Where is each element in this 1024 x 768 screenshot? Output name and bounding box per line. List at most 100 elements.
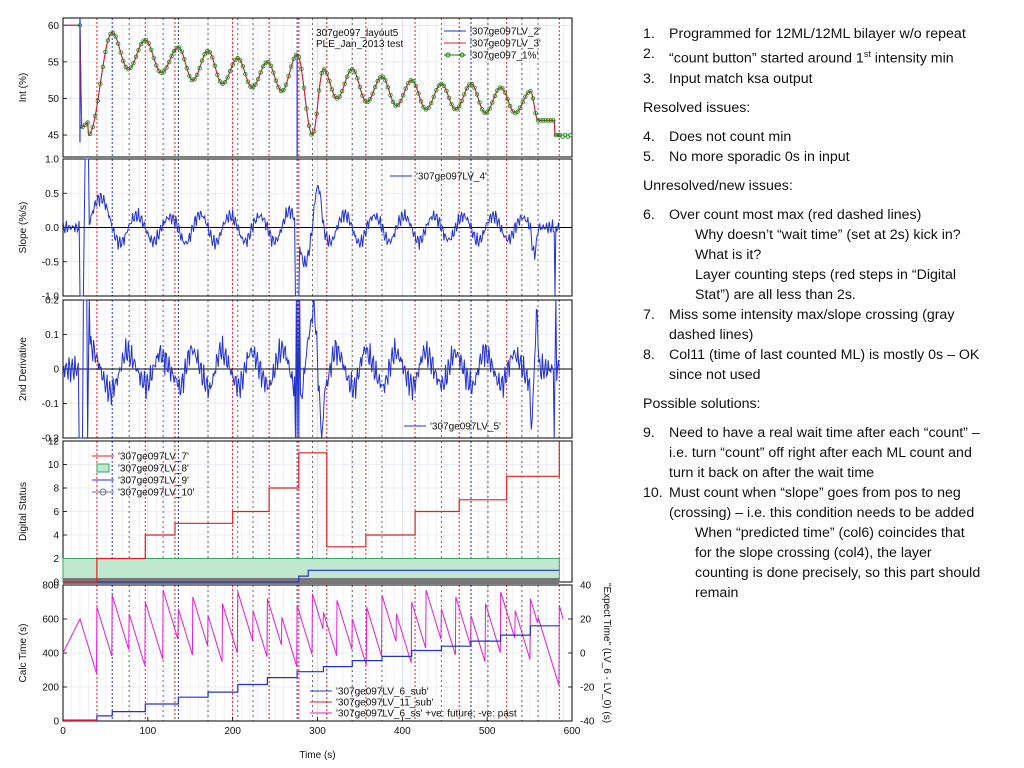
intensity-marker	[110, 30, 116, 36]
intensity-marker	[278, 88, 284, 94]
intensity-marker	[502, 90, 508, 95]
intensity-marker	[451, 106, 457, 111]
intensity-marker	[123, 64, 128, 70]
intensity-marker	[344, 74, 350, 79]
intensity-marker	[416, 91, 421, 96]
y-axis-label: Int (%)	[18, 73, 29, 102]
legend-marker	[445, 52, 451, 58]
intensity-marker	[179, 49, 184, 54]
resolved-heading: Resolved issues:	[643, 99, 751, 116]
intensity-marker	[199, 58, 205, 63]
y-tick-label: -0.2	[42, 434, 60, 445]
intensity-marker	[225, 75, 230, 80]
x-axis-label: Time (s)	[299, 750, 335, 761]
intensity-marker	[189, 77, 195, 83]
intensity-marker	[413, 83, 419, 89]
intensity-marker	[487, 106, 492, 111]
intensity-marker	[151, 55, 156, 60]
intensity-marker	[286, 73, 291, 79]
y-tick-label: 45	[48, 131, 60, 142]
intensity-marker	[261, 64, 266, 69]
intensity-marker	[551, 118, 556, 123]
y-axis-label: Slope (%/s)	[18, 202, 29, 254]
intensity-marker	[434, 88, 439, 93]
intensity-marker	[393, 103, 398, 108]
intensity-marker	[342, 81, 347, 87]
intensity-marker	[360, 93, 365, 98]
y-right-tick-label: -20	[580, 683, 595, 694]
intensity-marker	[154, 63, 159, 68]
intensity-marker	[319, 70, 324, 76]
intensity-marker	[141, 38, 146, 43]
intensity-marker	[556, 132, 561, 138]
intensity-marker	[431, 94, 436, 99]
intensity-marker	[281, 87, 286, 93]
intensity-marker	[375, 78, 380, 84]
intensity-marker	[82, 122, 88, 128]
intensity-marker	[418, 99, 424, 104]
intensity-marker	[467, 82, 472, 87]
legend-label: '307ge097LV_2'	[470, 27, 541, 38]
intensity-marker	[174, 45, 179, 51]
intensity-marker	[202, 52, 207, 57]
x-tick-label: 200	[224, 726, 241, 737]
intensity-marker	[240, 64, 246, 69]
intensity-marker	[149, 47, 154, 52]
intensity-marker	[215, 72, 220, 77]
intensity-marker	[143, 37, 149, 43]
note-item-9: 9. Need to have a real wait time after ea…	[643, 424, 980, 481]
intensity-marker	[77, 23, 83, 28]
panel-2: -1.0 -0.5 0.0 0.5 1.0 Slope (%/s) '307ge097LV_…	[18, 155, 573, 303]
intensity-marker	[520, 99, 525, 105]
intensity-marker	[464, 86, 470, 91]
y-tick-label: -0.5	[42, 257, 60, 268]
intensity-marker	[553, 132, 559, 138]
intensity-marker	[205, 48, 210, 54]
intensity-marker	[352, 69, 358, 74]
intensity-marker	[533, 110, 538, 116]
intensity-marker	[518, 105, 523, 110]
intensity-marker	[255, 76, 261, 82]
intensity-marker	[166, 59, 172, 65]
y-tick-label: -0.1	[42, 399, 60, 410]
unresolved-heading: Unresolved/new issues:	[643, 177, 793, 194]
intensity-marker	[118, 50, 123, 55]
intensity-marker	[337, 94, 342, 99]
intensity-marker	[253, 82, 258, 87]
intensity-marker	[367, 96, 373, 102]
intensity-marker	[210, 55, 215, 60]
y-tick-label: 400	[42, 649, 59, 660]
intensity-marker	[546, 118, 551, 123]
legend-label: '307ge097LV_9'	[118, 476, 189, 487]
intensity-marker	[388, 92, 393, 98]
intensity-marker	[171, 48, 177, 54]
intensity-marker	[462, 92, 467, 97]
intensity-marker	[194, 72, 200, 78]
intensity-marker	[316, 88, 322, 93]
intensity-marker	[357, 84, 363, 90]
legend-marker	[99, 488, 107, 496]
intensity-marker	[495, 88, 500, 93]
slope-line	[62, 158, 560, 297]
intensity-marker	[93, 113, 98, 118]
intensity-marker	[207, 49, 212, 55]
note-item-1: 1. Programmed for 12ML/12ML bilayer w/o r…	[643, 26, 966, 42]
y-tick-label: 0.0	[45, 223, 59, 234]
intensity-marker	[258, 70, 263, 75]
legend-swatch	[96, 463, 110, 473]
intensity-marker	[266, 59, 271, 65]
intensity-marker	[372, 84, 378, 90]
x-tick-label: 400	[394, 726, 411, 737]
note-item-6: 6. Over count most max (red dashed lines)	[643, 206, 922, 223]
y-tick-label: 1.0	[45, 155, 59, 166]
y-tick-label: 200	[42, 683, 59, 694]
y-tick-label: 2	[53, 554, 59, 565]
y-tick-label: 0	[53, 578, 59, 589]
intensity-marker	[291, 56, 296, 62]
intensity-marker	[538, 118, 543, 123]
note-item-10-sub: When “predicted time” (col6) coincides t…	[695, 524, 981, 601]
y-axis-label: Calc Time (s)	[18, 624, 29, 683]
intensity-marker	[103, 49, 108, 55]
y-tick-label: 55	[48, 57, 60, 68]
